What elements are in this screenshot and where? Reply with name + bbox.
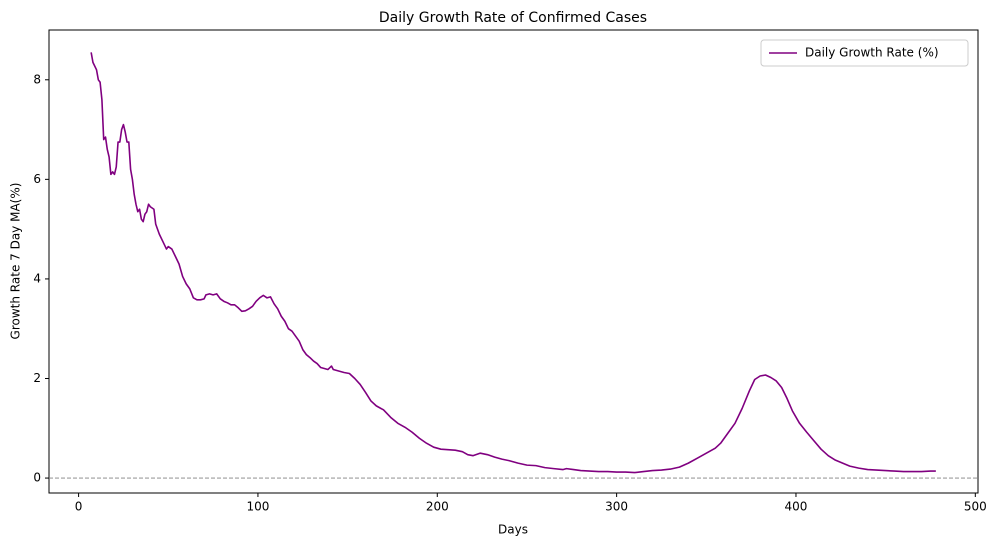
y-tick-label: 2 xyxy=(33,371,41,385)
plot-frame xyxy=(48,29,979,494)
legend-label: Daily Growth Rate (%) xyxy=(805,46,939,60)
chart-title: Daily Growth Rate of Confirmed Cases xyxy=(379,10,647,26)
y-tick-label: 4 xyxy=(33,271,41,285)
x-tick-label: 500 xyxy=(964,500,987,514)
x-tick-label: 300 xyxy=(605,500,628,514)
data-line xyxy=(90,52,936,474)
y-tick-label: 8 xyxy=(33,72,41,86)
x-tick-label: 200 xyxy=(426,500,449,514)
y-tick-label: 0 xyxy=(33,471,41,485)
legend-box xyxy=(760,39,969,67)
y-tick-label: 6 xyxy=(33,172,41,186)
x-axis-label: Days xyxy=(498,523,528,537)
y-axis-label: Growth Rate 7 Day MA(%) xyxy=(9,183,23,340)
x-tick-label: 0 xyxy=(75,500,83,514)
x-tick-label: 100 xyxy=(246,500,269,514)
x-tick-label: 400 xyxy=(785,500,808,514)
